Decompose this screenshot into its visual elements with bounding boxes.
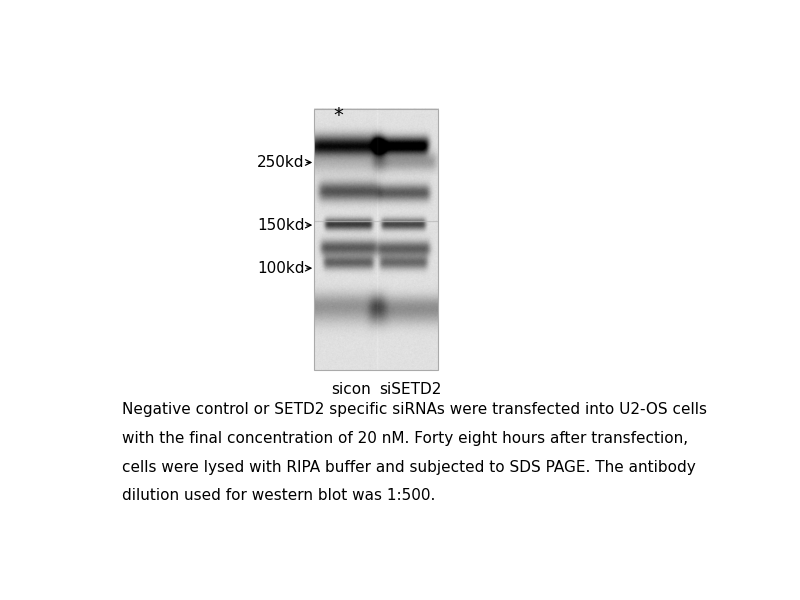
- Text: 100kd: 100kd: [257, 260, 305, 275]
- Text: with the final concentration of 20 nM. Forty eight hours after transfection,: with the final concentration of 20 nM. F…: [122, 431, 688, 446]
- Text: 150kd: 150kd: [257, 218, 305, 233]
- Text: dilution used for western blot was 1:500.: dilution used for western blot was 1:500…: [122, 488, 435, 503]
- Text: siSETD2: siSETD2: [379, 382, 441, 397]
- Text: cells were lysed with RIPA buffer and subjected to SDS PAGE. The antibody: cells were lysed with RIPA buffer and su…: [122, 460, 695, 475]
- Bar: [314, 109, 438, 370]
- Text: 250kd: 250kd: [257, 155, 305, 170]
- Text: *: *: [334, 106, 344, 125]
- Text: sicon: sicon: [331, 382, 371, 397]
- Text: Negative control or SETD2 specific siRNAs were transfected into U2-OS cells: Negative control or SETD2 specific siRNA…: [122, 403, 706, 418]
